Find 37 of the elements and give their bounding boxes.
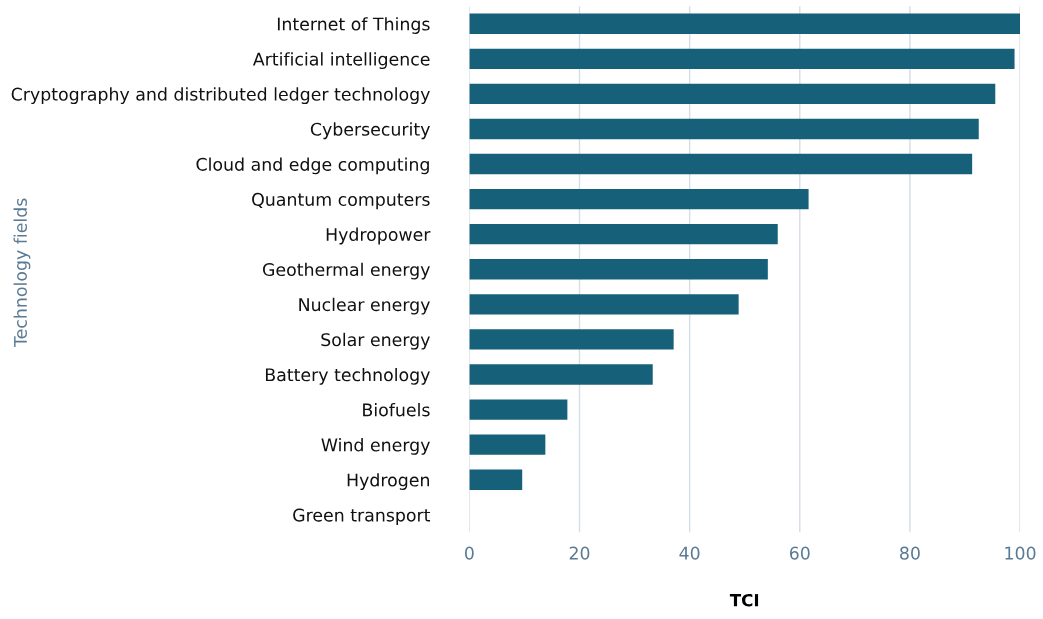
y-tick-label: Wind energy (321, 438, 430, 455)
y-tick-label: Nuclear energy (299, 297, 430, 315)
y-tick-label: Quantum computers (252, 192, 430, 210)
y-tick-label: Solar energy (321, 332, 430, 350)
x-tick-label: 40 (679, 546, 700, 560)
bar (469, 259, 768, 280)
x-tick-label: 100 (1005, 546, 1036, 560)
y-tick-label: Biofuels (363, 402, 430, 417)
bar (469, 329, 674, 350)
bar (469, 399, 568, 420)
y-tick-label: Artificial intelligence (252, 52, 430, 70)
bar (469, 48, 1015, 69)
bar (469, 364, 653, 385)
y-tick-label: Green transport (293, 508, 431, 526)
bar (469, 13, 1021, 34)
y-tick-label: Cryptography and distributed ledger technology (11, 87, 430, 105)
bar (469, 469, 523, 490)
y-tick-label: Cybersecurity (310, 122, 430, 140)
y-tick-label: Geothermal energy (262, 262, 430, 280)
bar (469, 434, 546, 455)
bar (469, 188, 809, 210)
x-tick-label: 80 (900, 546, 920, 560)
y-tick-label: Hydropower (326, 227, 431, 245)
y-axis-title: Technology fields (13, 198, 31, 348)
bar (469, 153, 973, 175)
y-tick-label: Hydrogen (347, 473, 429, 490)
x-tick-label: 20 (569, 546, 590, 560)
x-tick-label: 0 (464, 546, 474, 560)
y-tick-label: Battery technology (265, 367, 430, 385)
bar (469, 118, 979, 140)
x-axis-title: TCI (729, 593, 759, 607)
bar (469, 83, 996, 105)
y-tick-label: Cloud and edge computing (196, 157, 429, 175)
x-tick-label: 60 (789, 546, 810, 560)
bar (469, 224, 778, 245)
bar (469, 294, 739, 315)
y-tick-label: Internet of Things (277, 17, 430, 34)
